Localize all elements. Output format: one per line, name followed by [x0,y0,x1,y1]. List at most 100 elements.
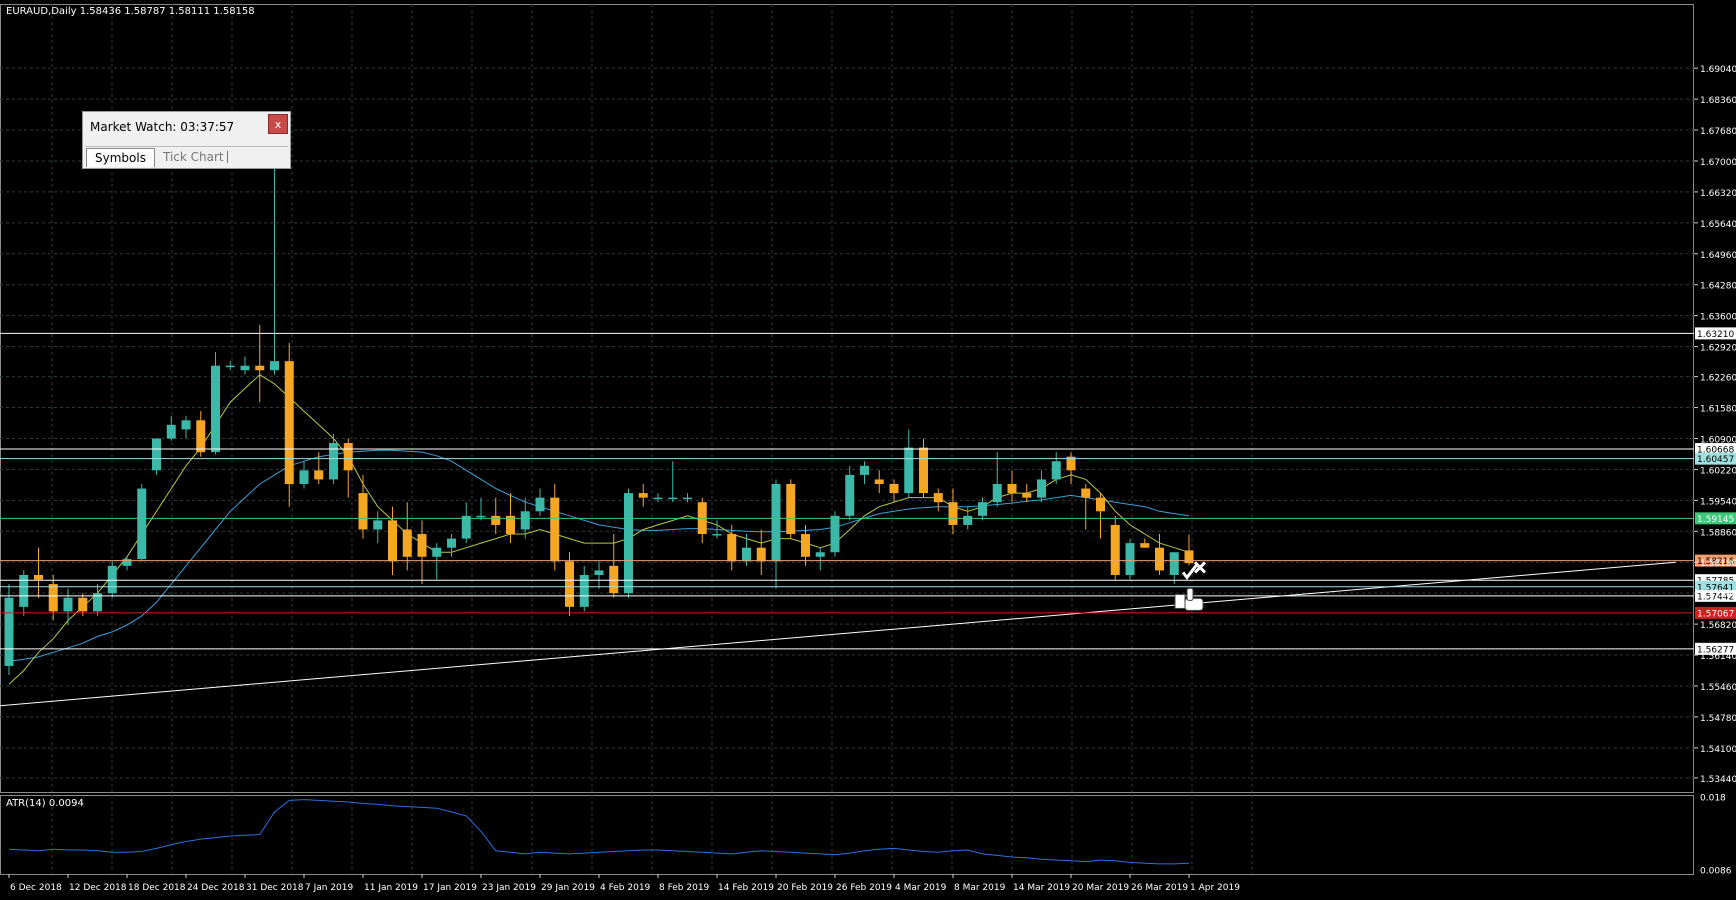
bull-candle[interactable] [683,493,692,503]
bull-candle[interactable] [432,543,442,580]
bear-candle[interactable] [491,497,501,535]
bull-candle[interactable] [137,483,147,562]
x-tick-label: 24 Dec 2018 [187,883,245,893]
bear-candle[interactable] [933,488,943,512]
bull-candle[interactable] [1051,452,1061,484]
bear-candle[interactable] [1140,538,1150,548]
bull-candle[interactable] [845,465,855,521]
bull-candle[interactable] [461,502,471,544]
bull-candle[interactable] [624,488,633,598]
bull-candle[interactable] [860,461,869,484]
bear-candle[interactable] [550,483,560,571]
y-tick-label: 1.58180 [1700,559,1736,569]
bull-candle[interactable] [668,461,678,503]
candle-body [152,438,161,471]
bear-candle[interactable] [638,483,648,507]
bear-candle[interactable] [34,547,43,598]
bear-candle[interactable] [565,552,574,616]
bull-candle[interactable] [63,588,73,626]
bull-candle[interactable] [712,520,722,539]
bull-candle[interactable] [1037,470,1046,503]
bear-candle[interactable] [196,411,206,457]
bear-candle[interactable] [284,342,294,507]
bear-candle[interactable] [1110,515,1120,580]
bear-candle[interactable] [1081,483,1091,530]
bear-candle[interactable] [358,474,368,539]
bull-candle[interactable] [1125,538,1135,580]
bull-candle[interactable] [93,584,102,616]
bear-candle[interactable] [801,524,810,566]
bull-candle[interactable] [152,438,161,475]
bull-candle[interactable] [4,584,14,676]
bull-candle[interactable] [830,511,840,557]
bear-candle[interactable] [786,479,796,539]
bear-candle[interactable] [78,593,88,616]
candles[interactable] [4,160,1194,676]
bull-candle[interactable] [771,479,781,589]
y-tick-label: 1.66320 [1700,189,1736,199]
bull-candle[interactable] [978,497,987,521]
candle-body [1110,524,1120,575]
bear-candle[interactable] [48,574,58,621]
bear-candle[interactable] [417,520,427,585]
trendline[interactable] [0,561,1676,707]
y-tick-label: 1.67000 [1700,158,1736,168]
bear-candle[interactable] [343,438,353,498]
candle-body [461,515,471,539]
bear-candle[interactable] [919,438,928,498]
candle-body [550,497,560,562]
bear-candle[interactable] [948,488,958,535]
bull-candle[interactable] [742,534,751,566]
bull-candle[interactable] [299,461,309,489]
bear-candle[interactable] [402,502,412,571]
market-watch-window[interactable]: Market Watch: 03:37:57 x Symbols Tick Ch… [82,111,291,169]
bull-candle[interactable] [594,561,604,589]
bull-candle[interactable] [211,352,220,455]
bear-candle[interactable] [255,324,265,403]
bull-candle[interactable] [1169,552,1179,585]
bull-candle[interactable] [122,556,132,571]
bull-candle[interactable] [107,561,117,598]
x-tick-label: 17 Jan 2019 [423,883,477,893]
candle-body [756,547,766,562]
bull-candle[interactable] [992,452,1002,507]
bull-candle[interactable] [579,565,589,612]
bear-candle[interactable] [874,470,884,494]
bear-candle[interactable] [889,479,899,503]
bull-candle[interactable] [240,356,250,375]
y-tick-label: 1.64960 [1700,251,1736,261]
bull-candle[interactable] [653,493,663,503]
bull-candle[interactable] [373,511,383,544]
bear-candle[interactable] [756,529,766,575]
bear-candle[interactable] [1096,493,1105,539]
bull-candle[interactable] [815,547,825,571]
bear-candle[interactable] [1007,470,1017,503]
tab-symbols[interactable]: Symbols [86,148,155,167]
bull-candle[interactable] [181,415,191,439]
bull-candle[interactable] [476,497,486,521]
candle-body [535,497,545,512]
bear-candle[interactable] [727,524,737,571]
price-levels[interactable]: 1.632101.606681.604571.591451.582161.577… [0,327,1736,707]
bull-candle[interactable] [166,415,176,441]
candle-body [978,502,987,516]
bull-candle[interactable] [19,570,29,616]
tab-tick-chart[interactable]: Tick Chart [163,150,224,164]
bull-candle[interactable] [904,429,914,498]
bear-candle[interactable] [1066,452,1076,484]
bear-candle[interactable] [314,452,324,484]
bull-candle[interactable] [225,361,235,371]
bear-candle[interactable] [1022,483,1032,503]
candle-body [1081,488,1091,498]
x-tick-label: 26 Mar 2019 [1131,883,1188,893]
close-icon[interactable]: x [268,114,288,134]
bear-candle[interactable] [697,497,707,544]
bull-candle[interactable] [535,488,545,516]
bear-candle[interactable] [1155,534,1164,575]
price-tag [1695,327,1736,340]
bull-candle[interactable] [270,160,279,375]
bull-candle[interactable] [447,534,456,557]
time-axis: 6 Dec 2018 12 Dec 2018 18 Dec 2018 24 Dec 2… [8,874,1240,893]
